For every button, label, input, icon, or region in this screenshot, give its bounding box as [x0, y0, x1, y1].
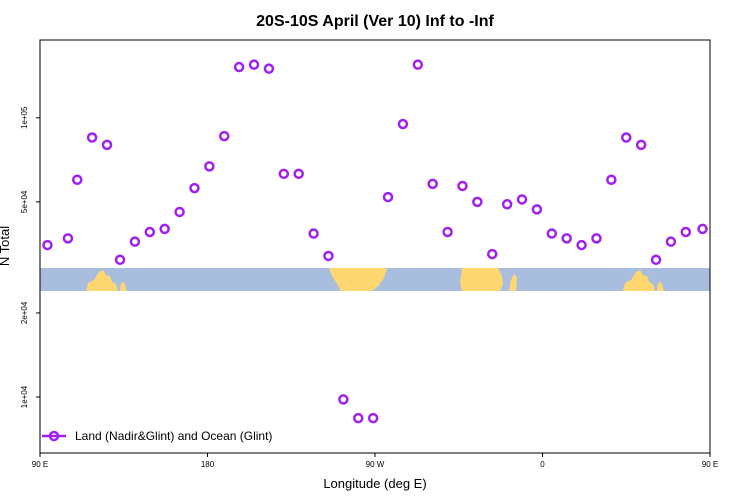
data-point [382, 191, 394, 203]
land-area [120, 282, 127, 291]
data-point [697, 223, 708, 235]
data-point [159, 223, 170, 235]
data-point [204, 161, 215, 172]
data-point [308, 228, 319, 239]
data-point [531, 204, 543, 215]
data-point [293, 168, 304, 180]
x-axis-label: Longitude (deg E) [323, 476, 426, 491]
data-point [621, 132, 632, 143]
land-area [460, 268, 503, 291]
plot-frame [39, 39, 711, 454]
land-area [657, 282, 664, 291]
y-tick-label: 1e+04 [20, 385, 29, 408]
x-tick-label: 180 [201, 460, 215, 469]
data-point [219, 130, 230, 142]
data-point [442, 226, 453, 238]
x-tick-label: 90 W [366, 460, 385, 469]
y-tick-label: 2e+04 [20, 301, 29, 324]
data-point [561, 233, 572, 244]
data-point [338, 394, 349, 405]
data-point [129, 236, 141, 247]
data-point [62, 233, 74, 244]
y-tick-label: 5e+04 [20, 190, 29, 213]
data-point [591, 233, 602, 244]
data-point [263, 63, 275, 74]
legend-label: Land (Nadir&Glint) and Ocean (Glint) [75, 429, 272, 443]
data-point [367, 412, 379, 424]
data-point [606, 174, 617, 186]
data-point [397, 118, 409, 130]
land-area [623, 270, 655, 291]
data-point [472, 196, 483, 208]
legend-marker [48, 430, 60, 442]
data-point [323, 250, 334, 262]
x-tick-label: 90 E [702, 460, 718, 469]
data-point [665, 236, 677, 247]
x-axis: 90 E 180 90 W 0 90 E [32, 453, 718, 469]
data-point [233, 61, 245, 73]
data-point [278, 168, 290, 180]
data-point [487, 248, 498, 260]
data-point [516, 194, 528, 205]
data-point [412, 59, 424, 70]
x-tick-label: 90 E [32, 460, 48, 469]
y-tick-label: 1e+05 [20, 106, 29, 129]
data-point [174, 206, 185, 218]
land-ocean-strip [40, 268, 710, 291]
legend: Land (Nadir&Glint) and Ocean (Glint) [42, 429, 272, 443]
data-point [650, 254, 662, 266]
land-area [509, 274, 517, 291]
data-point [42, 239, 53, 251]
land-area [329, 268, 387, 291]
data-point [635, 139, 647, 151]
data-point [353, 412, 364, 424]
data-point [101, 139, 113, 151]
data-point [114, 254, 126, 266]
y-axis-label: N Total [0, 226, 12, 266]
y-axis: 1e+04 2e+04 5e+04 1e+05 [20, 106, 40, 408]
data-point [189, 182, 200, 194]
data-point [501, 199, 513, 210]
data-point [144, 226, 156, 238]
data-point [457, 180, 468, 192]
data-point [71, 174, 83, 186]
chart-title: 20S-10S April (Ver 10) Inf to -Inf [256, 13, 494, 30]
data-point [576, 239, 587, 251]
data-point [86, 132, 98, 143]
data-point [427, 178, 438, 190]
data-points [42, 59, 708, 424]
data-point [248, 59, 260, 70]
x-tick-label: 0 [540, 460, 545, 469]
data-point [546, 228, 558, 239]
land-area [86, 270, 118, 291]
data-point [680, 226, 692, 238]
